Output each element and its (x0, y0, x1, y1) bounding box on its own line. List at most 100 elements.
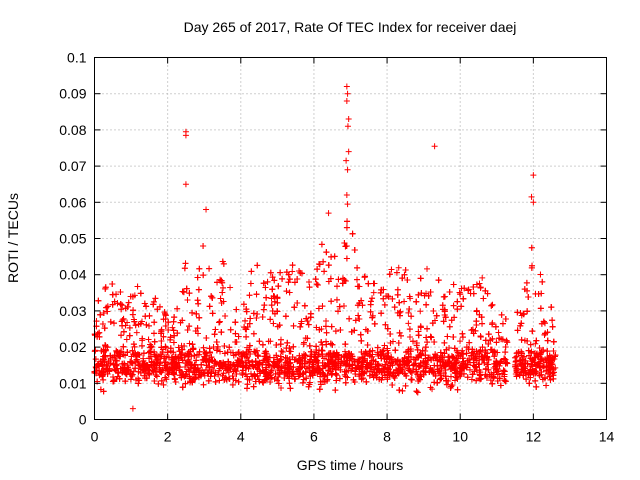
data-point (141, 363, 148, 370)
data-point (453, 347, 460, 354)
data-point (133, 376, 140, 383)
data-point (404, 357, 411, 364)
data-point (286, 380, 293, 387)
data-point (247, 351, 254, 358)
data-point (547, 376, 554, 383)
data-point (328, 298, 335, 305)
data-point (537, 356, 544, 363)
data-point (291, 279, 298, 286)
data-point (195, 286, 202, 293)
data-point (306, 278, 313, 285)
data-point (502, 349, 509, 356)
data-point (322, 362, 329, 369)
data-point (315, 367, 322, 374)
data-point (381, 342, 388, 349)
data-point (235, 348, 242, 355)
data-point (453, 374, 460, 381)
data-point (380, 295, 387, 302)
data-point (423, 301, 430, 308)
data-point (265, 361, 272, 368)
data-point (442, 314, 449, 321)
data-point (110, 320, 117, 327)
data-point (277, 353, 284, 360)
data-point (408, 369, 415, 376)
data-point (407, 348, 414, 355)
data-point (260, 280, 267, 287)
data-point (543, 382, 550, 389)
data-point (250, 383, 257, 390)
data-point (527, 371, 534, 378)
data-point (397, 332, 404, 339)
data-point (151, 377, 158, 384)
data-point (488, 346, 495, 353)
data-point (526, 352, 533, 359)
data-point (321, 379, 328, 386)
data-point (391, 374, 398, 381)
data-point (533, 337, 540, 344)
data-point (520, 310, 527, 317)
data-point (92, 347, 99, 354)
data-point (335, 276, 342, 283)
data-point (492, 323, 499, 330)
data-point (118, 348, 125, 355)
data-point (388, 266, 395, 273)
data-point (117, 289, 124, 296)
data-point (246, 292, 253, 299)
data-point (150, 298, 157, 305)
data-point (116, 353, 123, 360)
data-point (458, 303, 465, 310)
data-point (271, 375, 278, 382)
data-point (196, 348, 203, 355)
data-point (402, 382, 409, 389)
data-point (183, 368, 190, 375)
data-point (392, 358, 399, 365)
data-point (323, 318, 330, 325)
data-point (261, 302, 268, 309)
data-point (541, 331, 548, 338)
data-point (252, 373, 259, 380)
data-point (323, 338, 330, 345)
data-point (146, 322, 153, 329)
data-point (289, 268, 296, 275)
data-point (174, 305, 181, 312)
data-point (187, 375, 194, 382)
data-point (392, 347, 399, 354)
data-point (314, 357, 321, 364)
data-point (396, 362, 403, 369)
data-point (458, 285, 465, 292)
data-point (401, 298, 408, 305)
data-point (454, 306, 461, 313)
data-point (340, 303, 347, 310)
data-point (242, 317, 249, 324)
data-point (292, 356, 299, 363)
data-point (246, 342, 253, 349)
data-point (157, 330, 164, 337)
data-point (514, 327, 521, 334)
data-point (149, 367, 156, 374)
data-point (354, 264, 361, 271)
data-point (350, 376, 357, 383)
data-point (313, 281, 320, 288)
data-point (287, 363, 294, 370)
data-point (342, 361, 349, 368)
data-point (191, 361, 198, 368)
data-point (124, 364, 131, 371)
data-point (469, 326, 476, 333)
data-point (367, 308, 374, 315)
data-point (356, 365, 363, 372)
data-point (521, 353, 528, 360)
data-point (160, 333, 167, 340)
data-point (145, 349, 152, 356)
data-point (194, 297, 201, 304)
data-point (298, 318, 305, 325)
data-point (244, 362, 251, 369)
data-point (410, 356, 417, 363)
data-point (472, 363, 479, 370)
data-point (406, 326, 413, 333)
data-point (254, 311, 261, 318)
data-point (196, 265, 203, 272)
data-point (100, 309, 107, 316)
data-point (209, 357, 216, 364)
data-point (318, 339, 325, 346)
data-point (132, 365, 139, 372)
